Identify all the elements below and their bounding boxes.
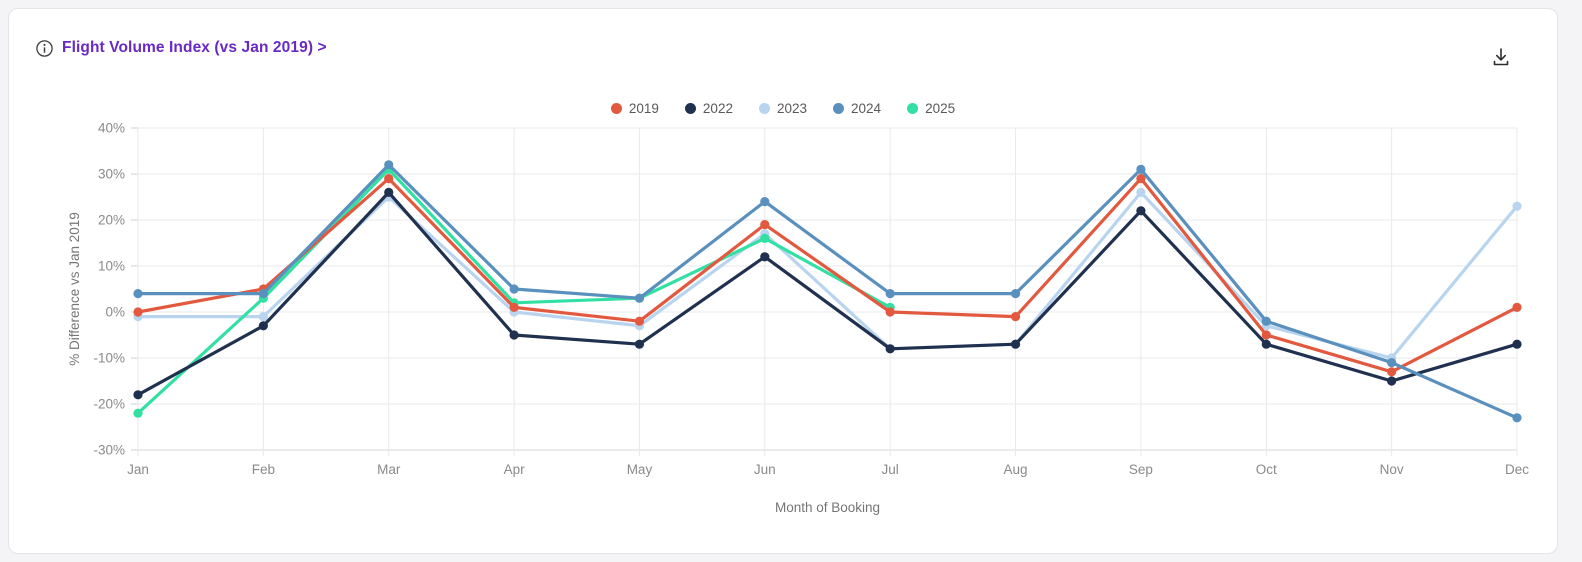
legend-dot-2025 <box>907 103 919 114</box>
chart-legend: 2019 2022 2023 2024 2025 <box>9 101 1557 116</box>
line-chart[interactable]: 40% 30% 20% 10% 0% -10% -20% -30%Jan Feb Mar Apr Ma… <box>9 9 1559 555</box>
data-point-2024[interactable] <box>1387 358 1397 368</box>
legend-dot-2024 <box>833 103 845 114</box>
x-tick-label: Aug <box>1004 462 1028 477</box>
info-icon[interactable] <box>36 39 53 57</box>
legend-item-2024[interactable]: 2024 <box>833 101 881 116</box>
chart-title-link[interactable]: Flight Volume Index (vs Jan 2019) > <box>62 39 327 56</box>
data-point-2022[interactable] <box>760 252 770 262</box>
legend-dot-2022 <box>684 103 696 114</box>
x-tick-label: Feb <box>252 462 275 477</box>
data-point-2019[interactable] <box>1010 312 1021 322</box>
y-tick-label: 10% <box>98 259 125 274</box>
download-icon <box>1493 48 1509 66</box>
legend-dot-2019 <box>610 103 622 114</box>
data-point-2024[interactable] <box>509 284 519 294</box>
data-point-2019[interactable] <box>1261 330 1271 340</box>
x-tick-label: Jun <box>754 462 776 477</box>
data-point-2022[interactable] <box>634 339 645 349</box>
data-point-2024[interactable] <box>133 289 143 299</box>
data-point-2019[interactable] <box>133 307 143 317</box>
data-point-2019[interactable] <box>634 316 645 326</box>
data-point-2024[interactable] <box>1261 316 1271 326</box>
data-point-2022[interactable] <box>1512 339 1522 349</box>
data-point-2025[interactable] <box>760 233 770 243</box>
data-point-2022[interactable] <box>1387 376 1397 386</box>
data-point-2024[interactable] <box>1512 413 1522 423</box>
chart-card: Flight Volume Index (vs Jan 2019) > 2019… <box>8 8 1558 554</box>
data-point-2022[interactable] <box>1261 339 1271 349</box>
legend-label: 2019 <box>628 101 659 116</box>
data-point-2023[interactable] <box>258 312 268 322</box>
legend-item-2022[interactable]: 2022 <box>684 101 733 116</box>
series-2019[interactable] <box>133 174 1522 377</box>
data-point-2019[interactable] <box>509 302 519 312</box>
x-tick-label: May <box>627 462 653 477</box>
x-axis-title: Month of Booking <box>775 500 880 515</box>
data-point-2024[interactable] <box>1136 164 1146 174</box>
legend-label: 2024 <box>851 101 882 116</box>
x-tick-label: Jul <box>882 462 899 477</box>
data-point-2024[interactable] <box>1010 289 1021 299</box>
x-tick-label: Apr <box>504 462 526 477</box>
legend-label: 2023 <box>776 101 808 116</box>
data-point-2024[interactable] <box>634 293 645 303</box>
card-header: Flight Volume Index (vs Jan 2019) > <box>36 39 327 57</box>
y-tick-label: 20% <box>98 213 125 228</box>
series-2022[interactable] <box>133 187 1522 400</box>
data-point-2019[interactable] <box>1136 174 1146 184</box>
data-point-2024[interactable] <box>258 289 268 299</box>
series-2024[interactable] <box>133 160 1522 423</box>
legend-item-2025[interactable]: 2025 <box>907 101 955 116</box>
data-point-2023[interactable] <box>1512 201 1522 211</box>
x-tick-label: Jan <box>127 462 149 477</box>
y-tick-label: -20% <box>93 397 125 412</box>
x-tick-label: Sep <box>1129 462 1153 477</box>
data-point-2022[interactable] <box>133 390 143 400</box>
data-point-2023[interactable] <box>1136 187 1146 197</box>
data-point-2022[interactable] <box>1010 339 1021 349</box>
legend-label: 2022 <box>702 101 733 116</box>
data-point-2022[interactable] <box>1136 206 1146 216</box>
download-button[interactable] <box>1487 43 1515 71</box>
data-point-2022[interactable] <box>509 330 519 340</box>
data-point-2022[interactable] <box>384 187 394 197</box>
y-tick-label: 40% <box>98 121 125 136</box>
legend-item-2023[interactable]: 2023 <box>758 101 808 116</box>
data-point-2019[interactable] <box>384 174 394 184</box>
data-point-2025[interactable] <box>133 408 143 418</box>
x-tick-label: Dec <box>1505 462 1529 477</box>
data-point-2019[interactable] <box>760 220 770 230</box>
x-tick-label: Oct <box>1256 462 1277 477</box>
y-tick-label: 0% <box>105 305 125 320</box>
legend-item-2019[interactable]: 2019 <box>610 101 659 116</box>
y-tick-label: -30% <box>93 443 125 458</box>
x-tick-label: Mar <box>377 462 401 477</box>
data-point-2019[interactable] <box>1387 367 1397 377</box>
y-tick-label: -10% <box>93 351 125 366</box>
data-point-2019[interactable] <box>1512 302 1522 312</box>
data-point-2024[interactable] <box>384 160 394 170</box>
data-point-2024[interactable] <box>885 289 895 299</box>
data-point-2022[interactable] <box>258 321 268 331</box>
legend-label: 2025 <box>925 101 956 116</box>
y-tick-label: 30% <box>98 167 125 182</box>
data-point-2024[interactable] <box>760 197 770 207</box>
legend-dot-2023 <box>758 103 770 114</box>
x-tick-label: Nov <box>1380 462 1404 477</box>
data-point-2019[interactable] <box>885 307 895 317</box>
y-axis-title: % Difference vs Jan 2019 <box>67 212 82 366</box>
data-point-2022[interactable] <box>885 344 895 354</box>
